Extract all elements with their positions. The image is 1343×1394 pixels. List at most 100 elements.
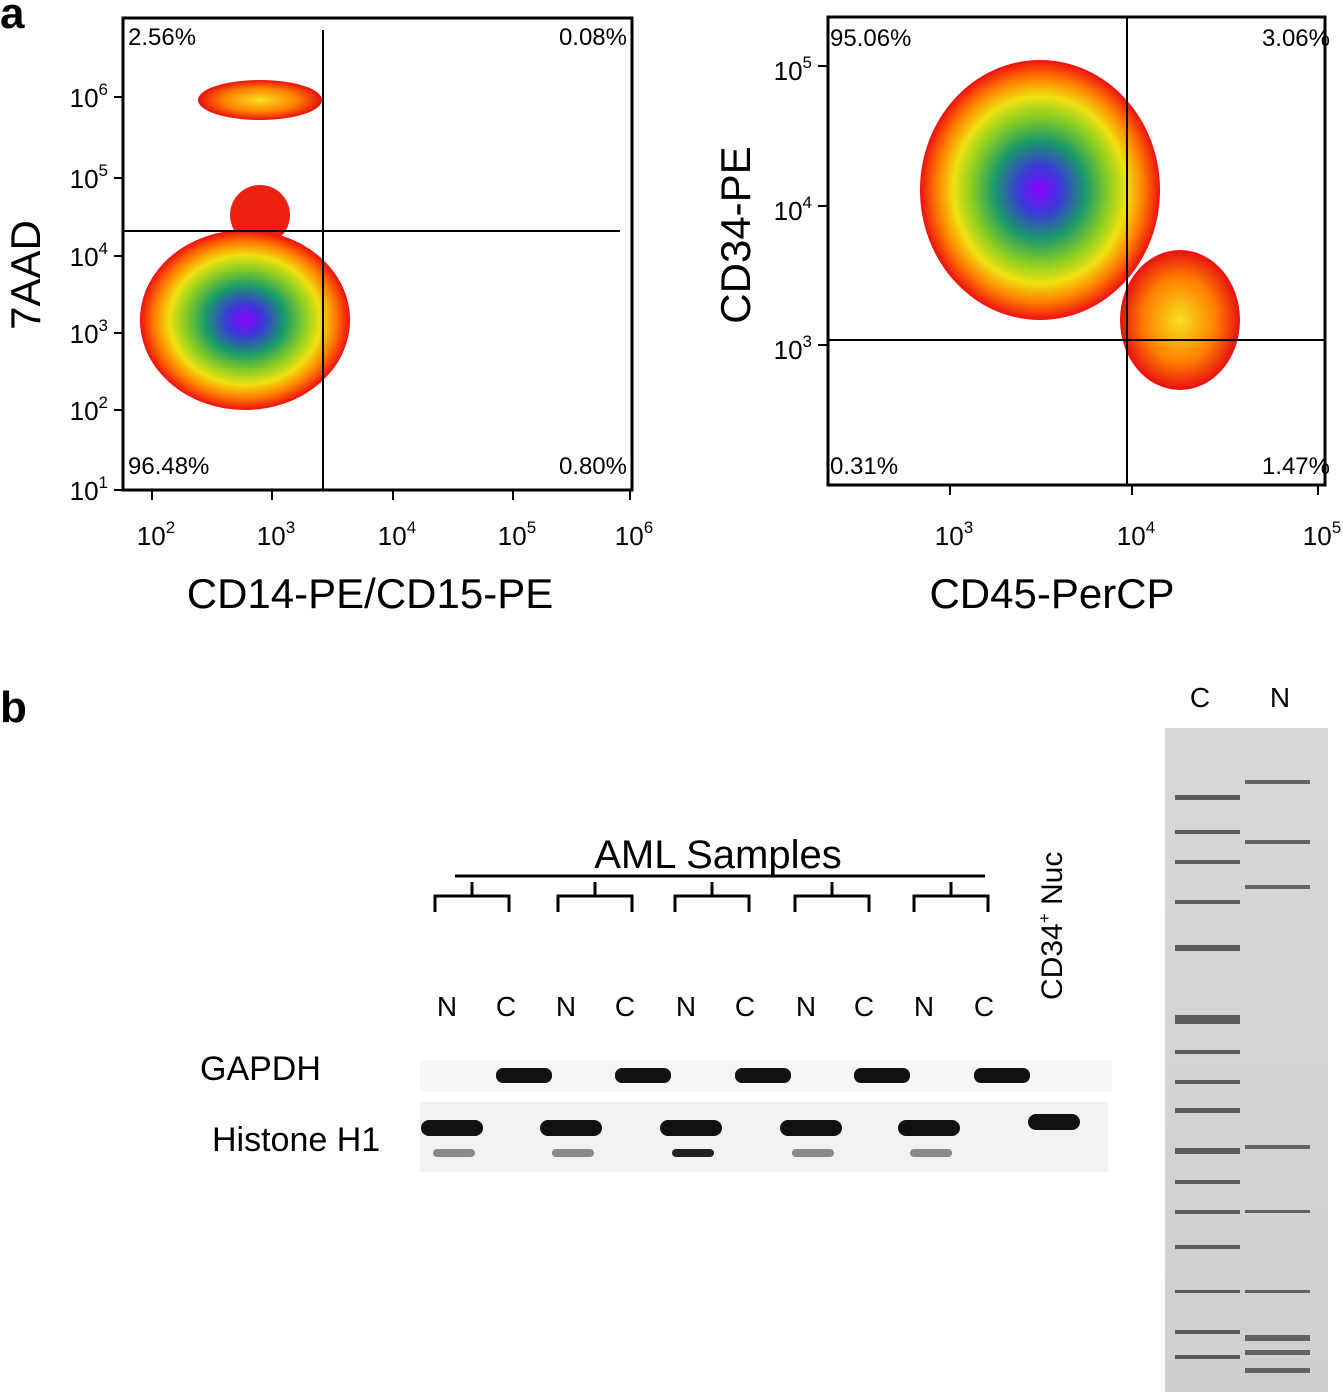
density-plot [140, 80, 350, 410]
band [672, 1149, 714, 1157]
tick-label: 105 [70, 161, 108, 194]
tick-base: 10 [615, 521, 644, 551]
lane-label: N [676, 991, 696, 1022]
quadrant-label: 96.48% [128, 453, 209, 480]
y-axis-title: 7AAD [2, 220, 49, 330]
tick-exponent: 5 [99, 161, 108, 180]
band [433, 1149, 475, 1157]
tick-base: 10 [70, 83, 99, 113]
tick-label: 103 [70, 316, 108, 349]
gel-band [1175, 1080, 1240, 1084]
band [854, 1068, 910, 1083]
band [660, 1120, 722, 1136]
tick-exponent: 3 [286, 518, 295, 537]
tick-label: 104 [774, 193, 812, 226]
gel-lane-label: C [1190, 682, 1210, 713]
gel-band [1175, 900, 1240, 904]
tick-label: 104 [1117, 518, 1155, 551]
control-lane-label: CD34+ Nuc [1035, 852, 1069, 1000]
plot-frame [121, 16, 634, 492]
panel-label: b [0, 683, 27, 732]
bracket [556, 882, 634, 912]
band [974, 1068, 1030, 1083]
lane-label: C [496, 991, 516, 1022]
quadrant-label: 1.47% [1262, 453, 1330, 480]
gel-band [1245, 1335, 1310, 1341]
band [1028, 1114, 1080, 1130]
quadrant-label: 95.06% [830, 25, 911, 52]
tick-label: 104 [378, 518, 416, 551]
gel-band [1175, 1210, 1240, 1214]
quadrant-label: 0.80% [559, 453, 627, 480]
band [540, 1120, 602, 1136]
tick-exponent: 3 [803, 332, 812, 351]
tick-label: 103 [935, 518, 973, 551]
gel-band [1175, 945, 1240, 951]
tick-exponent: 5 [527, 518, 536, 537]
group-title: AML Samples [594, 833, 842, 877]
tick-label: 102 [70, 393, 108, 426]
tick-base: 10 [774, 56, 803, 86]
tick-exponent: 2 [99, 393, 108, 412]
gel-band [1175, 1108, 1240, 1113]
tick-base: 10 [70, 242, 99, 272]
lane-label: N [914, 991, 934, 1022]
tick-base: 10 [774, 196, 803, 226]
band [615, 1068, 671, 1083]
gel-band [1175, 1180, 1240, 1184]
tick-label: 102 [137, 518, 175, 551]
bracket [912, 882, 990, 912]
tick-label: 103 [774, 332, 812, 365]
tick-base: 10 [935, 521, 964, 551]
lane-label: C [615, 991, 635, 1022]
density-plot [920, 60, 1240, 390]
blot [420, 1102, 1108, 1172]
quadrant-label: 2.56% [128, 24, 196, 51]
gel-band [1175, 1355, 1240, 1359]
tick-exponent: 6 [644, 518, 653, 537]
lane-label: C [974, 991, 994, 1022]
tick-exponent: 4 [407, 518, 416, 537]
y-axis-title: CD34-PE [712, 146, 759, 323]
band [792, 1149, 834, 1157]
gel-band [1245, 780, 1310, 784]
tick-base: 10 [257, 521, 286, 551]
x-axis-title: CD45-PerCP [929, 570, 1174, 617]
tick-label: 106 [70, 80, 108, 113]
tick-label: 105 [498, 518, 536, 551]
row-label: GAPDH [200, 1050, 321, 1088]
gel-band [1245, 1350, 1310, 1355]
plot-frame [826, 15, 1327, 487]
tick-base: 10 [774, 335, 803, 365]
gel-band [1245, 1290, 1310, 1293]
gel-band [1175, 1330, 1240, 1334]
tick-base: 10 [137, 521, 166, 551]
x-axis-title: CD14-PE/CD15-PE [187, 570, 553, 617]
tick-exponent: 3 [964, 518, 973, 537]
gel-band [1245, 885, 1310, 889]
tick-base: 10 [70, 476, 99, 506]
tick-base: 10 [70, 164, 99, 194]
gel-band [1245, 1210, 1310, 1213]
lane-label: N [796, 991, 816, 1022]
panel-label: a [0, 0, 25, 38]
gel-band [1175, 830, 1240, 834]
band [552, 1149, 594, 1157]
gel-band [1175, 1290, 1240, 1293]
tick-label: 101 [70, 473, 108, 506]
band [910, 1149, 952, 1157]
tick-base: 10 [378, 521, 407, 551]
gel-band [1175, 1148, 1240, 1154]
tick-base: 10 [1117, 521, 1146, 551]
gel-lane-label: N [1270, 682, 1290, 713]
tick-base: 10 [70, 396, 99, 426]
band [898, 1120, 960, 1136]
tick-exponent: 5 [803, 53, 812, 72]
quadrant-label: 0.08% [559, 24, 627, 51]
gel-band [1245, 840, 1310, 844]
row-label: Histone H1 [212, 1121, 380, 1159]
gel-band [1175, 795, 1240, 800]
tick-exponent: 2 [166, 518, 175, 537]
gel-band [1175, 1050, 1240, 1054]
